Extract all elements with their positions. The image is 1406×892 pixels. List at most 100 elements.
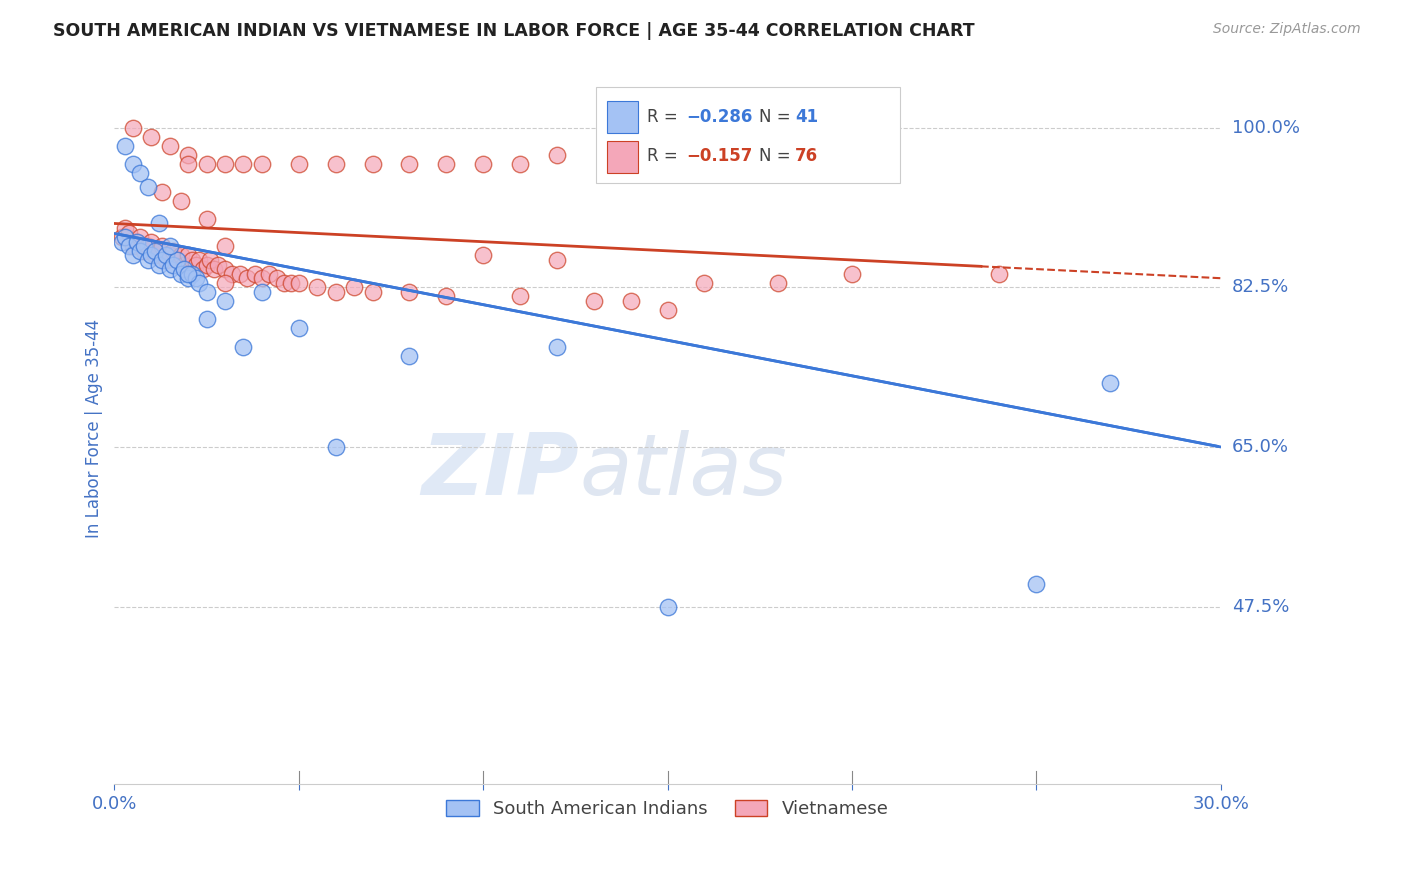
Point bbox=[150, 252, 173, 267]
Point bbox=[288, 157, 311, 171]
Point bbox=[150, 185, 173, 199]
Point bbox=[202, 262, 225, 277]
Point bbox=[361, 157, 384, 171]
Point bbox=[657, 303, 679, 318]
Point bbox=[118, 239, 141, 253]
Point bbox=[288, 276, 311, 290]
Point bbox=[177, 248, 200, 262]
Point bbox=[159, 139, 181, 153]
Point bbox=[143, 248, 166, 262]
Point bbox=[136, 239, 159, 253]
Point bbox=[136, 252, 159, 267]
Point bbox=[177, 157, 200, 171]
Point bbox=[207, 258, 229, 272]
Point bbox=[170, 248, 193, 262]
Point bbox=[398, 285, 420, 299]
Text: R =: R = bbox=[647, 108, 682, 126]
Point bbox=[111, 230, 134, 244]
Point bbox=[546, 340, 568, 354]
Point bbox=[232, 340, 254, 354]
Point bbox=[132, 244, 155, 258]
Point bbox=[148, 217, 170, 231]
Point bbox=[361, 285, 384, 299]
Point bbox=[434, 157, 457, 171]
Point bbox=[236, 271, 259, 285]
Point bbox=[150, 239, 173, 253]
Point bbox=[159, 239, 181, 253]
Point bbox=[114, 139, 136, 153]
Point bbox=[766, 276, 789, 290]
Text: 41: 41 bbox=[794, 108, 818, 126]
Point bbox=[398, 349, 420, 363]
Point bbox=[125, 235, 148, 249]
Point bbox=[250, 285, 273, 299]
Point bbox=[129, 230, 152, 244]
FancyBboxPatch shape bbox=[607, 102, 638, 134]
Legend: South American Indians, Vietnamese: South American Indians, Vietnamese bbox=[439, 792, 896, 825]
Point bbox=[184, 271, 207, 285]
Point bbox=[582, 293, 605, 308]
Point bbox=[472, 157, 495, 171]
Point bbox=[693, 276, 716, 290]
Point bbox=[166, 252, 188, 267]
Point bbox=[148, 244, 170, 258]
Text: −0.286: −0.286 bbox=[686, 108, 752, 126]
Point bbox=[325, 157, 347, 171]
Point bbox=[214, 239, 236, 253]
Point bbox=[195, 285, 218, 299]
Point bbox=[472, 248, 495, 262]
Point bbox=[195, 157, 218, 171]
Point bbox=[195, 211, 218, 226]
Point bbox=[114, 221, 136, 235]
Point bbox=[841, 267, 863, 281]
Point bbox=[162, 244, 184, 258]
FancyBboxPatch shape bbox=[607, 141, 638, 172]
Point bbox=[173, 258, 195, 272]
Point bbox=[325, 440, 347, 454]
Point bbox=[132, 239, 155, 253]
Text: −0.157: −0.157 bbox=[686, 147, 752, 165]
Point bbox=[129, 166, 152, 180]
Point bbox=[273, 276, 295, 290]
Point bbox=[141, 248, 163, 262]
Point bbox=[1099, 376, 1122, 390]
Point bbox=[509, 157, 531, 171]
Point bbox=[195, 312, 218, 326]
Point bbox=[434, 289, 457, 303]
Point bbox=[155, 248, 177, 262]
Point bbox=[214, 262, 236, 277]
Point bbox=[170, 194, 193, 208]
Text: atlas: atlas bbox=[579, 430, 787, 513]
Point bbox=[195, 258, 218, 272]
Point bbox=[184, 258, 207, 272]
Point bbox=[173, 262, 195, 277]
Point bbox=[398, 157, 420, 171]
Point bbox=[136, 180, 159, 194]
Point bbox=[188, 276, 211, 290]
Point bbox=[121, 248, 143, 262]
Text: N =: N = bbox=[759, 108, 796, 126]
Text: R =: R = bbox=[647, 147, 682, 165]
Text: ZIP: ZIP bbox=[422, 430, 579, 513]
Point bbox=[546, 252, 568, 267]
Point bbox=[121, 157, 143, 171]
Point bbox=[125, 235, 148, 249]
Text: N =: N = bbox=[759, 147, 796, 165]
Point bbox=[250, 271, 273, 285]
Point bbox=[259, 267, 281, 281]
Point bbox=[288, 321, 311, 335]
Point bbox=[121, 120, 143, 135]
Text: 82.5%: 82.5% bbox=[1232, 278, 1289, 296]
Point bbox=[266, 271, 288, 285]
Point bbox=[180, 252, 202, 267]
Point bbox=[188, 252, 211, 267]
Point bbox=[325, 285, 347, 299]
Point bbox=[143, 244, 166, 258]
Text: 100.0%: 100.0% bbox=[1232, 119, 1299, 136]
Point bbox=[214, 293, 236, 308]
Point bbox=[243, 267, 266, 281]
Point bbox=[200, 252, 222, 267]
Y-axis label: In Labor Force | Age 35-44: In Labor Force | Age 35-44 bbox=[86, 319, 103, 538]
Text: Source: ZipAtlas.com: Source: ZipAtlas.com bbox=[1213, 22, 1361, 37]
Point bbox=[229, 267, 252, 281]
